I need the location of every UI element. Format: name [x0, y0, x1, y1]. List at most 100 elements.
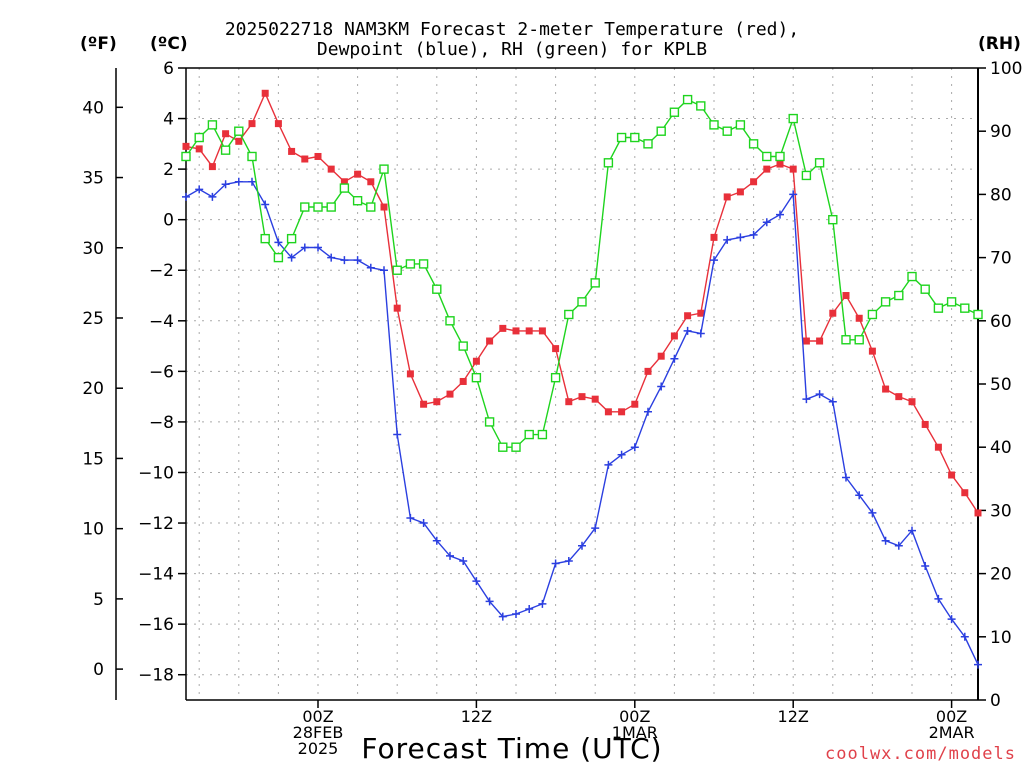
- dewpoint-point: [855, 491, 864, 500]
- rh-point: [933, 303, 944, 313]
- rh-unit-label: (RH): [978, 34, 1021, 54]
- dewpoint-point: [393, 430, 402, 439]
- chart-title-line-2: Dewpoint (blue), RH (green) for KPLB: [316, 39, 708, 60]
- dewpoint-point: [287, 253, 296, 262]
- rh-point: [696, 101, 706, 111]
- temperature-point: [354, 170, 362, 178]
- x-tick-label: 00Z: [936, 707, 967, 726]
- dewpoint-point: [195, 185, 204, 194]
- fahrenheit-tick-label: 10: [82, 520, 104, 540]
- dewpoint-point: [842, 473, 850, 482]
- rh-point: [432, 284, 442, 294]
- temperature-point: [327, 165, 335, 173]
- rh-tick-label: 50: [990, 375, 1012, 395]
- dewpoint-point: [498, 612, 507, 621]
- rh-point: [973, 309, 983, 320]
- temperature-point: [208, 163, 216, 171]
- dewpoint-point: [960, 632, 969, 641]
- celsius-tick-label: −2: [149, 261, 174, 281]
- temperature-point: [908, 398, 916, 406]
- dewpoint-line: [185, 181, 979, 665]
- dewpoint-point: [564, 556, 573, 565]
- chart-title-line-1: 2025022718 NAM3KM Forecast 2-meter Tempe…: [224, 19, 800, 40]
- temperature-point: [763, 165, 771, 173]
- dewpoint-point: [221, 180, 230, 189]
- dewpoint-point: [947, 615, 956, 624]
- dewpoint-point: [512, 610, 520, 619]
- dewpoint-point: [908, 526, 916, 535]
- celsius-unit-label: (ºC): [150, 34, 188, 54]
- temperature-point: [631, 400, 639, 408]
- dewpoint-point: [802, 395, 811, 404]
- rh-point: [326, 202, 336, 212]
- temperature-point: [723, 193, 731, 201]
- rh-point: [207, 120, 218, 130]
- rh-point: [828, 214, 838, 225]
- temperature-point: [710, 233, 718, 241]
- dewpoint-point: [921, 562, 930, 571]
- temperature-point: [552, 345, 560, 353]
- dewpoint-point: [525, 604, 534, 613]
- rh-tick-label: 0: [990, 691, 1001, 711]
- celsius-tick-label: −10: [138, 463, 174, 483]
- dewpoint-point: [472, 577, 481, 586]
- temperature-point: [182, 142, 190, 150]
- temperature-point: [789, 165, 797, 173]
- celsius-tick-label: −12: [138, 514, 174, 534]
- x-tick-label: 12Z: [461, 707, 492, 726]
- rh-point: [630, 132, 640, 143]
- rh-point: [854, 335, 864, 345]
- rh-point: [247, 151, 257, 162]
- dewpoint-point: [234, 177, 243, 186]
- temperature-point: [459, 377, 467, 385]
- dewpoint-point: [459, 556, 468, 565]
- temperature-point: [420, 400, 428, 408]
- temperature-point: [314, 152, 322, 160]
- dewpoint-point: [432, 536, 441, 545]
- temperature-point: [235, 137, 243, 145]
- dewpoint-point: [696, 329, 705, 338]
- temperature-point: [618, 408, 626, 416]
- dewpoint-point: [934, 594, 943, 603]
- rh-tick-label: 100: [990, 59, 1022, 79]
- fahrenheit-tick-label: 0: [93, 660, 104, 680]
- temperature-point: [406, 370, 414, 378]
- dewpoint-point: [248, 177, 256, 186]
- temperature-point: [750, 178, 758, 186]
- temperature-point: [499, 324, 507, 332]
- rh-point: [339, 183, 350, 193]
- celsius-tick-label: −4: [149, 312, 174, 332]
- temperature-point: [604, 408, 612, 416]
- rh-point: [220, 145, 231, 155]
- temperature-point: [697, 309, 705, 317]
- dewpoint-point: [894, 541, 903, 550]
- rh-tick-label: 70: [990, 249, 1012, 269]
- rh-point: [352, 196, 363, 206]
- dewpoint-point: [274, 238, 283, 247]
- x-axis-title: Forecast Time (UTC): [361, 732, 663, 765]
- rh-point: [458, 341, 468, 351]
- rh-tick-label: 30: [990, 501, 1012, 521]
- dewpoint-point: [182, 192, 190, 201]
- celsius-tick-label: −14: [138, 565, 174, 585]
- rh-point: [643, 139, 653, 149]
- rh-point: [762, 151, 772, 162]
- rh-point: [273, 252, 284, 263]
- x-tick-label: 00Z: [302, 707, 333, 726]
- rh-point: [260, 233, 270, 244]
- dewpoint-point: [300, 243, 309, 252]
- temperature-point: [565, 398, 573, 406]
- rh-point: [907, 271, 917, 282]
- dewpoint-point: [868, 508, 877, 517]
- celsius-tick-label: −16: [138, 615, 174, 635]
- celsius-tick-label: 6: [163, 59, 174, 79]
- credit-link[interactable]: coolwx.com/models: [825, 744, 1016, 764]
- rh-tick-label: 10: [990, 628, 1012, 648]
- temperature-point: [578, 393, 586, 401]
- fahrenheit-tick-label: 15: [82, 449, 104, 469]
- temperature-point: [657, 352, 665, 360]
- rh-point: [484, 417, 495, 427]
- rh-point: [379, 164, 389, 174]
- temperature-point: [472, 357, 480, 365]
- rh-point: [511, 442, 521, 452]
